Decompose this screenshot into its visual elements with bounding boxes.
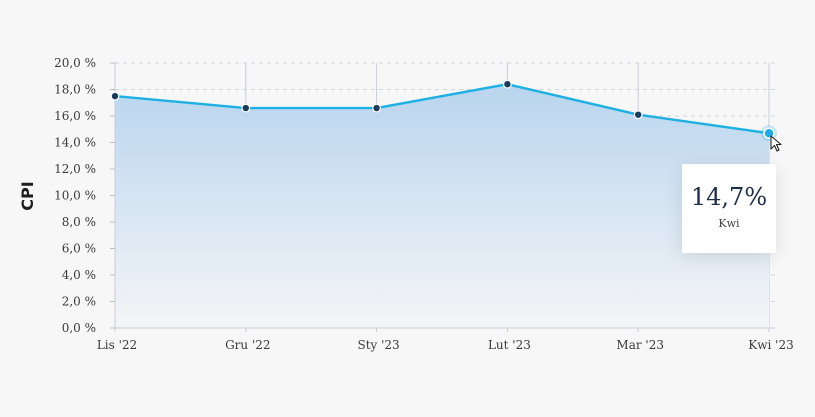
- x-tick-label: Lut '23: [488, 338, 531, 352]
- x-tick-label: Kwi '23: [748, 338, 793, 352]
- y-tick-label: 20,0 %: [54, 56, 96, 70]
- y-tick-label: 10,0 %: [54, 189, 96, 203]
- y-tick-label: 0,0 %: [62, 321, 96, 335]
- y-tick-label: 18,0 %: [54, 83, 96, 97]
- series-line: [114, 83, 770, 135]
- data-point[interactable]: [503, 79, 512, 89]
- line-path: [114, 83, 770, 135]
- data-point[interactable]: [372, 103, 382, 113]
- data-point[interactable]: [110, 91, 120, 101]
- y-tick-label: 4,0 %: [62, 268, 96, 282]
- y-tick-label: 12,0 %: [54, 162, 96, 176]
- tooltip: 14,7% Kwi: [682, 164, 776, 253]
- y-tick-label: 2,0 %: [62, 295, 96, 309]
- x-tick-label: Sty '23: [357, 338, 399, 352]
- area-fill: [115, 84, 769, 328]
- tooltip-value: 14,7%: [690, 183, 768, 211]
- y-tick-label: 6,0 %: [62, 242, 96, 256]
- tooltip-label: Kwi: [718, 217, 740, 230]
- mouse-pointer-icon: [770, 135, 782, 152]
- axes: 0,0 % 2,0 % 4,0 % 6,0 % 8,0 % 10,0 % 12,0 % 14,…: [54, 56, 794, 352]
- y-tick-label: 8,0 %: [62, 215, 96, 229]
- data-point[interactable]: [633, 110, 643, 120]
- x-tick-label: Gru '22: [225, 338, 270, 352]
- data-point[interactable]: [241, 103, 251, 113]
- y-axis-label: CPI: [18, 181, 37, 210]
- y-tick-label: 14,0 %: [54, 136, 96, 150]
- area-path: [115, 84, 769, 328]
- y-tick-label: 16,0 %: [54, 109, 96, 123]
- x-tick-label: Mar '23: [616, 338, 664, 352]
- x-tick-label: Lis '22: [97, 338, 137, 352]
